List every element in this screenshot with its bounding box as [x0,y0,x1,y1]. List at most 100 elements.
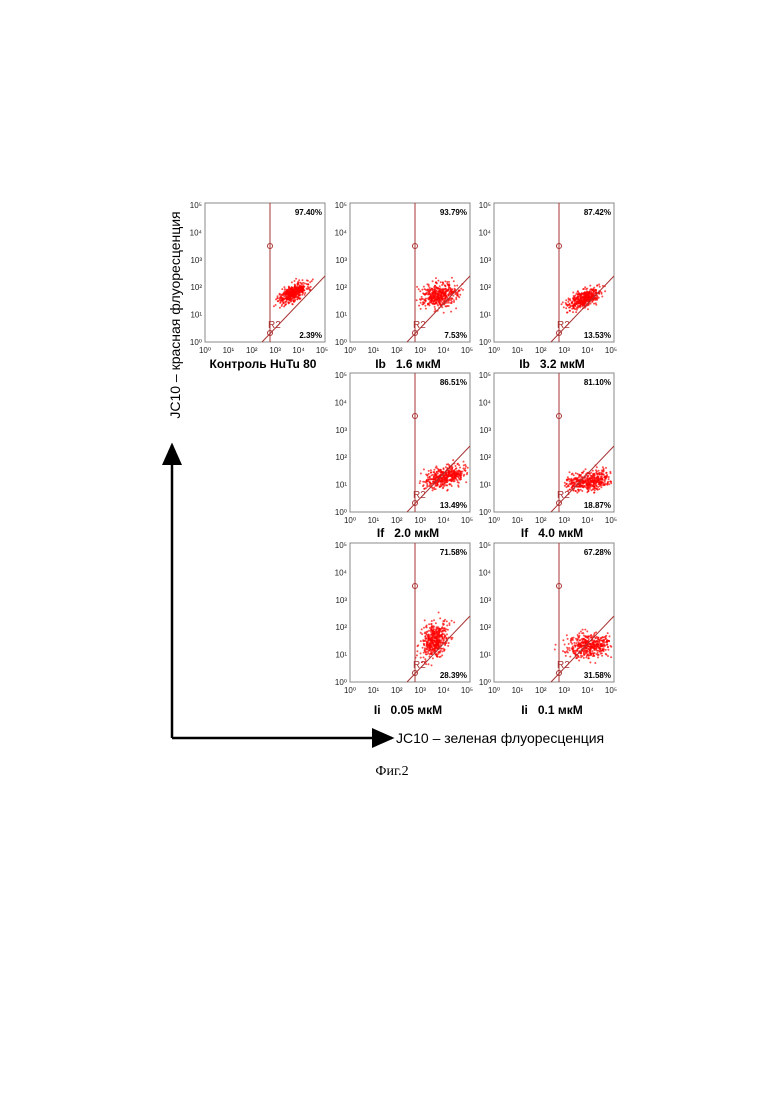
event-dot [427,289,429,291]
event-dot [422,301,424,303]
upper-percent: 93.79% [440,208,467,217]
event-dot [294,286,296,288]
event-dot [420,302,422,304]
event-dot [594,480,596,482]
event-dot [419,480,421,482]
event-dot [572,311,574,313]
event-dot [427,635,429,637]
event-dot [565,652,567,654]
event-dot [431,288,433,290]
event-dot [464,470,466,472]
event-dot [554,649,556,651]
event-dot [567,312,569,314]
event-dot [590,636,592,638]
event-dot [576,640,578,642]
event-dot [590,475,592,477]
event-dot [418,305,420,307]
event-dot [433,476,435,478]
event-dot [597,480,599,482]
event-dot [567,479,569,481]
event-dot [281,294,283,296]
event-dot [416,654,418,656]
x-tick-label: 10¹ [368,686,380,695]
y-tick-label: 10¹ [190,311,202,320]
event-dot [432,648,434,650]
event-dot [448,642,450,644]
event-dot [435,293,437,295]
event-dot [461,473,463,475]
event-dot [456,473,458,475]
event-dot [462,289,464,291]
event-dot [564,482,566,484]
event-dot [579,482,581,484]
event-dot [292,289,294,291]
gate-label: R2 [413,660,426,671]
event-dot [444,635,446,637]
event-dot [439,656,441,658]
event-dot [301,294,303,296]
event-dot [441,471,443,473]
event-dot [570,480,572,482]
event-dot [580,631,582,633]
event-dot [447,294,449,296]
event-dot [574,644,576,646]
event-dot [596,648,598,650]
event-dot [566,304,568,306]
event-dot [592,470,594,472]
y-tick-label: 10⁴ [190,228,203,237]
y-tick-label: 10⁴ [335,228,348,237]
event-dot [443,312,445,314]
event-dot [443,467,445,469]
event-dot [568,643,570,645]
event-dot [280,299,282,301]
event-dot [283,306,285,308]
event-dot [432,303,434,305]
y-tick-label: 10³ [479,426,491,435]
event-dot [598,470,600,472]
event-dot [600,637,602,639]
event-dot [449,291,451,293]
event-dot [605,635,607,637]
event-dot [438,469,440,471]
event-dot [289,291,291,293]
event-dot [426,292,428,294]
event-dot [585,481,587,483]
event-dot [443,485,445,487]
event-dot [601,645,603,647]
event-dot [576,307,578,309]
y-axis-title: JC10 – красная флуоресценция [167,211,183,418]
event-dot [299,285,301,287]
event-dot [602,637,604,639]
event-dot [429,645,431,647]
event-dot [425,637,427,639]
lower-percent: 13.49% [440,501,467,510]
event-dot [431,299,433,301]
event-dot [589,643,591,645]
event-dot [429,301,431,303]
event-dot [306,288,308,290]
y-tick-label: 10² [335,453,347,462]
event-dot [302,279,304,281]
event-dot [603,646,605,648]
event-dot [284,292,286,294]
event-dot [420,640,422,642]
event-dot [599,479,601,481]
event-dot [602,484,604,486]
event-dot [588,636,590,638]
event-dot [591,489,593,491]
y-tick-label: 10² [479,623,491,632]
event-dot [577,648,579,650]
event-dot [610,472,612,474]
event-dot [449,624,451,626]
event-dot [575,638,577,640]
event-dot [446,490,448,492]
y-tick-label: 10³ [335,596,347,605]
event-dot [298,279,300,281]
event-dot [283,298,285,300]
event-dot [562,301,564,303]
y-tick-label: 10³ [190,256,202,265]
event-dot [428,663,430,665]
event-dot [428,623,430,625]
event-dot [453,621,455,623]
x-tick-label: 10⁴ [581,686,594,695]
